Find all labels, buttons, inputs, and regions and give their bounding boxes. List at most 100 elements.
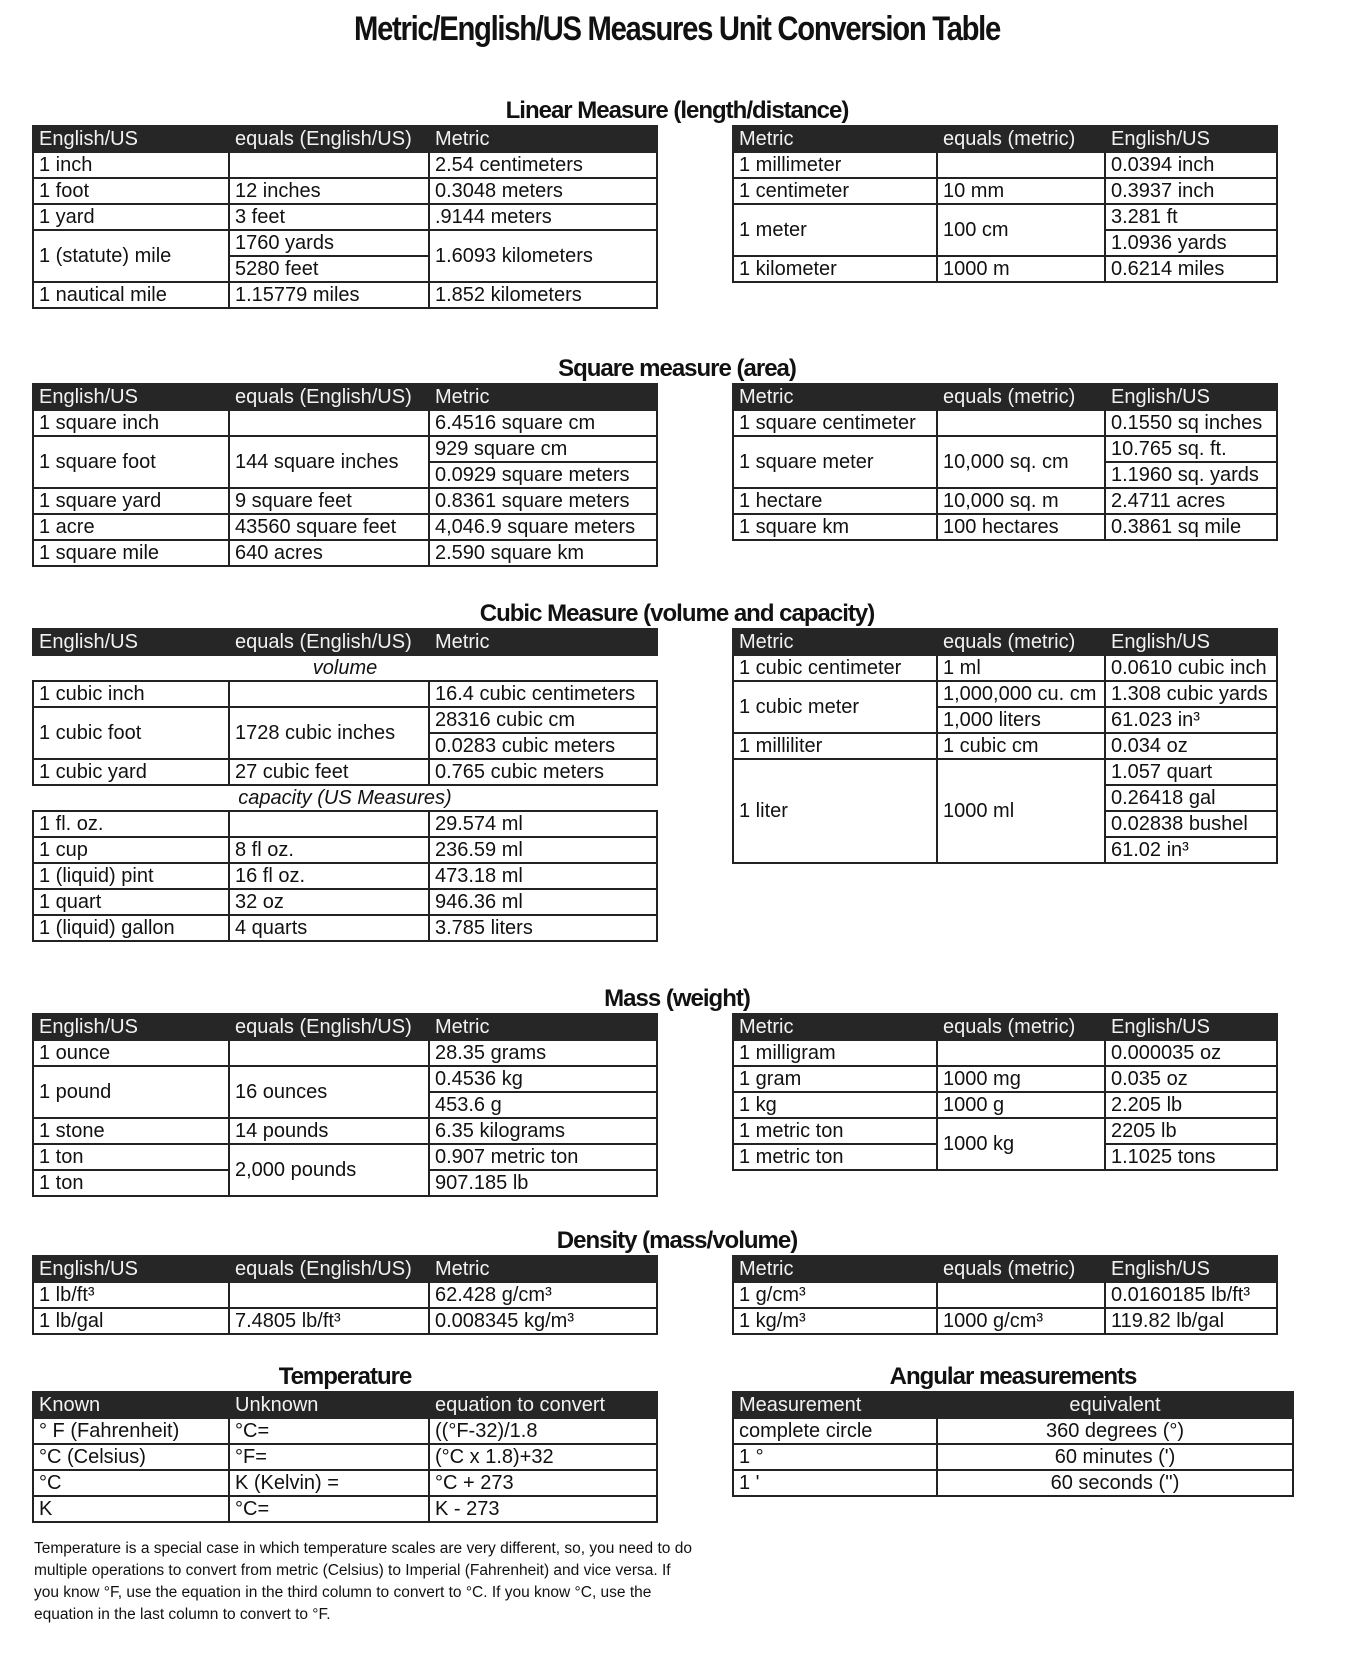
table-cell: 1,000 liters <box>936 706 1106 734</box>
conversion-table: English/US equals (English/US) Metric 1 oun… <box>32 1013 658 1197</box>
table-row: 1 cubic meter 1,000,000 cu. cm 1.308 cubic… <box>732 680 1278 734</box>
table-cell: 1 ton <box>32 1143 230 1171</box>
column-header: equals (metric) <box>936 1255 1106 1283</box>
table-cell: 61.023 in³ <box>1104 706 1278 734</box>
table-cell: 1 millimeter <box>732 151 938 179</box>
conversion-table: English/US equals (English/US) Metric 1 lb/… <box>32 1255 658 1335</box>
table-cell: 1 square meter <box>732 435 938 489</box>
table-cell: 1 liter <box>732 758 938 864</box>
table-cell: 1 square km <box>732 513 938 541</box>
table-cell: 0.3048 meters <box>428 177 658 205</box>
table-cell: 1 milligram <box>732 1039 938 1067</box>
table-cell: 8 fl oz. <box>228 836 430 864</box>
table-row: 1 cubic yard 27 cubic feet 0.765 cubic met… <box>32 758 658 786</box>
table-cell: 0.3937 inch <box>1104 177 1278 205</box>
table-row: 0.0283 cubic meters <box>33 732 658 760</box>
table-cell: 1000 kg <box>936 1117 1106 1171</box>
table-cell: 6.4516 square cm <box>428 409 658 437</box>
table-cell: 0.0394 inch <box>1104 151 1278 179</box>
table-row: 1.1960 sq. yards <box>733 461 1278 489</box>
table-row: complete circle 360 degrees (°) <box>732 1417 1294 1445</box>
column-header: equals (English/US) <box>228 1013 430 1041</box>
table-cell: 3.281 ft <box>1104 203 1278 231</box>
table-cell: °C <box>32 1469 230 1497</box>
table-row: 1 foot 12 inches 0.3048 meters <box>32 177 658 205</box>
column-header: English/US <box>1104 383 1278 411</box>
table-cell: 0.008345 kg/m³ <box>428 1307 658 1335</box>
table-cell: 0.907 metric ton <box>428 1143 658 1171</box>
table-cell: 16 ounces <box>228 1065 430 1119</box>
column-header: Metric <box>732 628 938 656</box>
table-cell <box>228 1039 430 1067</box>
column-header: Measurement <box>732 1391 938 1419</box>
table-row: °C K (Kelvin) = °C + 273 <box>32 1469 658 1497</box>
table-cell: 1728 cubic inches <box>228 706 430 760</box>
left-table-block: English/US equals (English/US) Metric 1 lb/… <box>32 1255 658 1335</box>
conversion-table: Metric equals (metric) English/US 1 cubic c… <box>732 628 1278 864</box>
column-header: equals (English/US) <box>228 628 430 656</box>
table-cell: 946.36 ml <box>428 888 658 916</box>
table-cell: 0.0160185 lb/ft³ <box>1104 1281 1278 1309</box>
section-heading: Mass (weight) <box>604 985 751 1012</box>
column-header: English/US <box>32 1255 230 1283</box>
table-row: 1,000 liters 61.023 in³ <box>733 706 1278 734</box>
table-cell: 1 cubic centimeter <box>732 654 938 682</box>
table-cell: 1 kg <box>732 1091 938 1119</box>
column-header: equals (metric) <box>936 1013 1106 1041</box>
table-cell: 1 square mile <box>32 539 230 567</box>
conversion-table: English/US equals (English/US) Metric volum… <box>32 628 658 942</box>
table-cell: °F= <box>228 1443 430 1471</box>
right-table-block: Metric equals (metric) English/US 1 milligr… <box>732 1013 1278 1171</box>
table-cell: 0.02838 bushel <box>1104 810 1278 838</box>
table-header-row: Measurement equivalent <box>732 1391 1294 1419</box>
table-cell: (°C x 1.8)+32 <box>428 1443 658 1471</box>
table-row: 1 kilometer 1000 m 0.6214 miles <box>732 255 1278 283</box>
table-cell: ((°F-32)/1.8 <box>428 1417 658 1445</box>
right-table-block: Angular measurements Measurement equivalen… <box>732 1363 1294 1497</box>
table-cell: 3 feet <box>228 203 430 231</box>
column-header: equals (English/US) <box>228 125 430 153</box>
table-row: 1 kg/m³ 1000 g/cm³ 119.82 lb/gal <box>732 1307 1278 1335</box>
table-cell: 0.035 oz <box>1104 1065 1278 1093</box>
table-row: 1 (liquid) gallon 4 quarts 3.785 liters <box>32 914 658 942</box>
table-row: 1 cubic centimeter 1 ml 0.0610 cubic inch <box>732 654 1278 682</box>
table-row: 0.0929 square meters <box>33 461 658 489</box>
table-cell: 1 ml <box>936 654 1106 682</box>
table-cell: 1 ounce <box>32 1039 230 1067</box>
table-cell: 360 degrees (°) <box>936 1417 1294 1445</box>
table-row: 1 square foot 144 square inches 929 square… <box>32 435 658 489</box>
table-cell: 3.785 liters <box>428 914 658 942</box>
table-cell: 1,000,000 cu. cm <box>936 680 1106 708</box>
table-row: 1 metric ton 1.1025 tons <box>732 1143 1278 1171</box>
table-row: 1 ton 2,000 pounds 0.907 metric ton <box>32 1143 658 1197</box>
column-header: English/US <box>32 383 230 411</box>
left-table-block: English/US equals (English/US) Metric volum… <box>32 628 658 942</box>
table-cell: °C (Celsius) <box>32 1443 230 1471</box>
table-row: 1 ounce 28.35 grams <box>32 1039 658 1067</box>
table-cell: 1 quart <box>32 888 230 916</box>
column-header: English/US <box>32 125 230 153</box>
column-header: Metric <box>732 383 938 411</box>
table-cell: 1000 g/cm³ <box>936 1307 1106 1335</box>
table-cell: 453.6 g <box>428 1091 658 1119</box>
table-cell: 1.852 kilometers <box>428 281 658 309</box>
table-cell: 5280 feet <box>228 255 430 283</box>
table-row: 1 lb/gal 7.4805 lb/ft³ 0.008345 kg/m³ <box>32 1307 658 1335</box>
table-cell: 1 lb/ft³ <box>32 1281 230 1309</box>
table-cell: 1.1960 sq. yards <box>1104 461 1278 489</box>
table-cell: 1 gram <box>732 1065 938 1093</box>
table-header-row: Metric equals (metric) English/US <box>732 125 1278 153</box>
column-header: Unknown <box>228 1391 430 1419</box>
table-cell: 119.82 lb/gal <box>1104 1307 1278 1335</box>
table-cell <box>228 680 430 708</box>
table-cell: 1 nautical mile <box>32 281 230 309</box>
column-header: Metric <box>428 383 658 411</box>
table-row: 1 meter 100 cm 3.281 ft <box>732 203 1278 257</box>
table-cell: 0.1550 sq inches <box>1104 409 1278 437</box>
right-table-block: Metric equals (metric) English/US 1 square … <box>732 383 1278 541</box>
table-row: capacity (US Measures) <box>33 785 657 812</box>
table-row: 5280 feet <box>33 255 657 283</box>
table-cell: 1.308 cubic yards <box>1104 680 1278 708</box>
conversion-table: Metric equals (metric) English/US 1 milligr… <box>732 1013 1278 1171</box>
table-row: °C (Celsius) °F= (°C x 1.8)+32 <box>32 1443 658 1471</box>
